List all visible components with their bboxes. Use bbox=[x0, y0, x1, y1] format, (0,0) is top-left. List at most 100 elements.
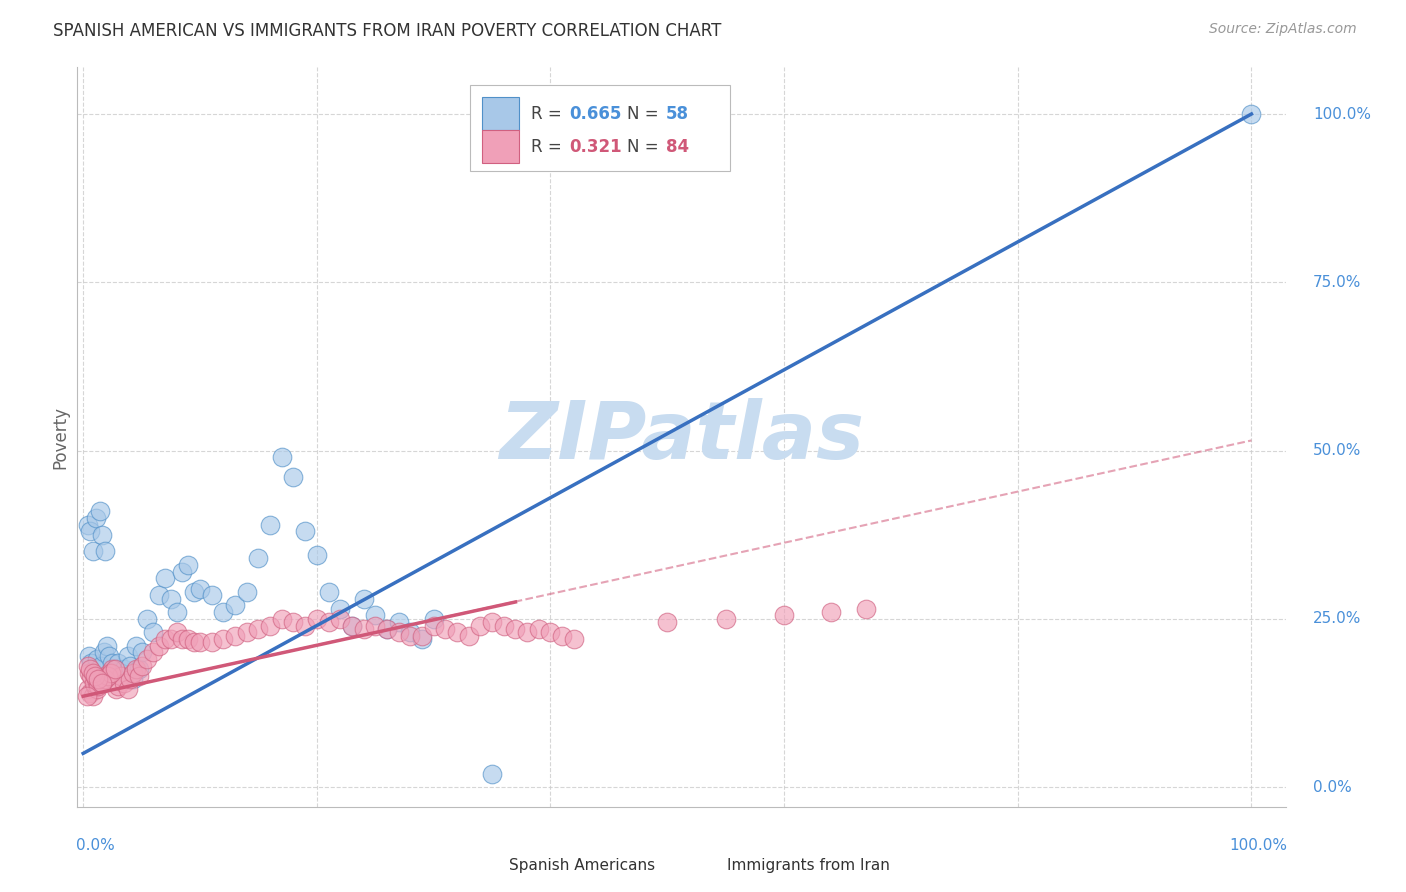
Point bbox=[399, 629, 422, 643]
Point bbox=[340, 618, 363, 632]
Point bbox=[76, 682, 98, 697]
Point bbox=[125, 639, 148, 653]
Point bbox=[90, 675, 112, 690]
Point bbox=[318, 585, 340, 599]
Point bbox=[94, 544, 117, 558]
Point bbox=[235, 585, 257, 599]
Point bbox=[177, 558, 200, 572]
Point bbox=[375, 622, 398, 636]
Point bbox=[83, 675, 105, 690]
Point bbox=[142, 645, 165, 659]
FancyBboxPatch shape bbox=[482, 96, 519, 130]
Point bbox=[399, 625, 422, 640]
Point bbox=[259, 517, 281, 532]
Text: 25.0%: 25.0% bbox=[1313, 611, 1361, 626]
FancyBboxPatch shape bbox=[482, 130, 519, 163]
Point bbox=[148, 588, 170, 602]
Text: Immigrants from Iran: Immigrants from Iran bbox=[727, 858, 890, 873]
Point bbox=[77, 648, 100, 663]
Point bbox=[86, 682, 108, 697]
Point bbox=[457, 629, 479, 643]
Point bbox=[131, 645, 153, 659]
Point bbox=[305, 612, 328, 626]
Point bbox=[527, 622, 550, 636]
Point bbox=[83, 679, 105, 693]
Point bbox=[551, 629, 574, 643]
Point bbox=[96, 669, 118, 683]
Point bbox=[96, 639, 118, 653]
Point bbox=[87, 679, 110, 693]
Point bbox=[122, 673, 145, 687]
Text: R =: R = bbox=[531, 104, 567, 122]
Text: 100.0%: 100.0% bbox=[1230, 838, 1288, 854]
Point bbox=[259, 618, 281, 632]
Point bbox=[166, 605, 188, 619]
Point bbox=[87, 673, 110, 687]
Point bbox=[212, 632, 235, 646]
Point bbox=[79, 662, 101, 676]
Text: ZIPatlas: ZIPatlas bbox=[499, 398, 865, 476]
FancyBboxPatch shape bbox=[470, 86, 730, 170]
Point bbox=[329, 612, 352, 626]
Point bbox=[446, 625, 468, 640]
Point bbox=[411, 629, 433, 643]
Point bbox=[80, 656, 103, 670]
Point bbox=[224, 629, 246, 643]
Point bbox=[117, 682, 139, 697]
Point bbox=[470, 618, 492, 632]
Text: 0.0%: 0.0% bbox=[1313, 780, 1351, 795]
Y-axis label: Poverty: Poverty bbox=[51, 406, 69, 468]
Point bbox=[820, 605, 842, 619]
Point bbox=[112, 662, 135, 676]
Point bbox=[201, 635, 224, 649]
Point bbox=[773, 608, 796, 623]
Point bbox=[93, 673, 115, 687]
Point bbox=[112, 675, 135, 690]
Point bbox=[224, 599, 246, 613]
Point bbox=[104, 662, 127, 676]
Text: 84: 84 bbox=[666, 138, 689, 156]
Point bbox=[128, 669, 150, 683]
Text: N =: N = bbox=[627, 138, 665, 156]
Text: Source: ZipAtlas.com: Source: ZipAtlas.com bbox=[1209, 22, 1357, 37]
Point bbox=[107, 656, 129, 670]
Point bbox=[104, 662, 127, 676]
Point bbox=[83, 662, 105, 676]
Point bbox=[110, 669, 132, 683]
Point bbox=[305, 548, 328, 562]
Point bbox=[353, 622, 375, 636]
Point bbox=[97, 648, 120, 663]
Point bbox=[505, 622, 527, 636]
Point bbox=[159, 591, 181, 606]
Point bbox=[82, 544, 104, 558]
Point bbox=[434, 622, 457, 636]
Text: SPANISH AMERICAN VS IMMIGRANTS FROM IRAN POVERTY CORRELATION CHART: SPANISH AMERICAN VS IMMIGRANTS FROM IRAN… bbox=[53, 22, 721, 40]
Point bbox=[90, 675, 112, 690]
Point bbox=[153, 632, 176, 646]
Text: 50.0%: 50.0% bbox=[1313, 443, 1361, 458]
Point bbox=[294, 618, 316, 632]
Point bbox=[86, 652, 108, 666]
Point bbox=[516, 625, 538, 640]
Point bbox=[492, 618, 515, 632]
Point bbox=[128, 662, 150, 676]
Point bbox=[84, 511, 107, 525]
Point bbox=[657, 615, 679, 630]
Point bbox=[318, 615, 340, 630]
Point bbox=[93, 645, 115, 659]
Text: R =: R = bbox=[531, 138, 567, 156]
Point bbox=[540, 625, 562, 640]
Point bbox=[90, 659, 112, 673]
Point bbox=[177, 632, 200, 646]
Point bbox=[76, 659, 98, 673]
Point bbox=[183, 635, 205, 649]
Point bbox=[89, 504, 111, 518]
Point bbox=[79, 686, 101, 700]
Point bbox=[118, 659, 141, 673]
Text: N =: N = bbox=[627, 104, 665, 122]
FancyBboxPatch shape bbox=[695, 854, 721, 876]
Point bbox=[340, 618, 363, 632]
Text: Spanish Americans: Spanish Americans bbox=[509, 858, 655, 873]
Point bbox=[329, 601, 352, 615]
Point bbox=[97, 669, 120, 683]
